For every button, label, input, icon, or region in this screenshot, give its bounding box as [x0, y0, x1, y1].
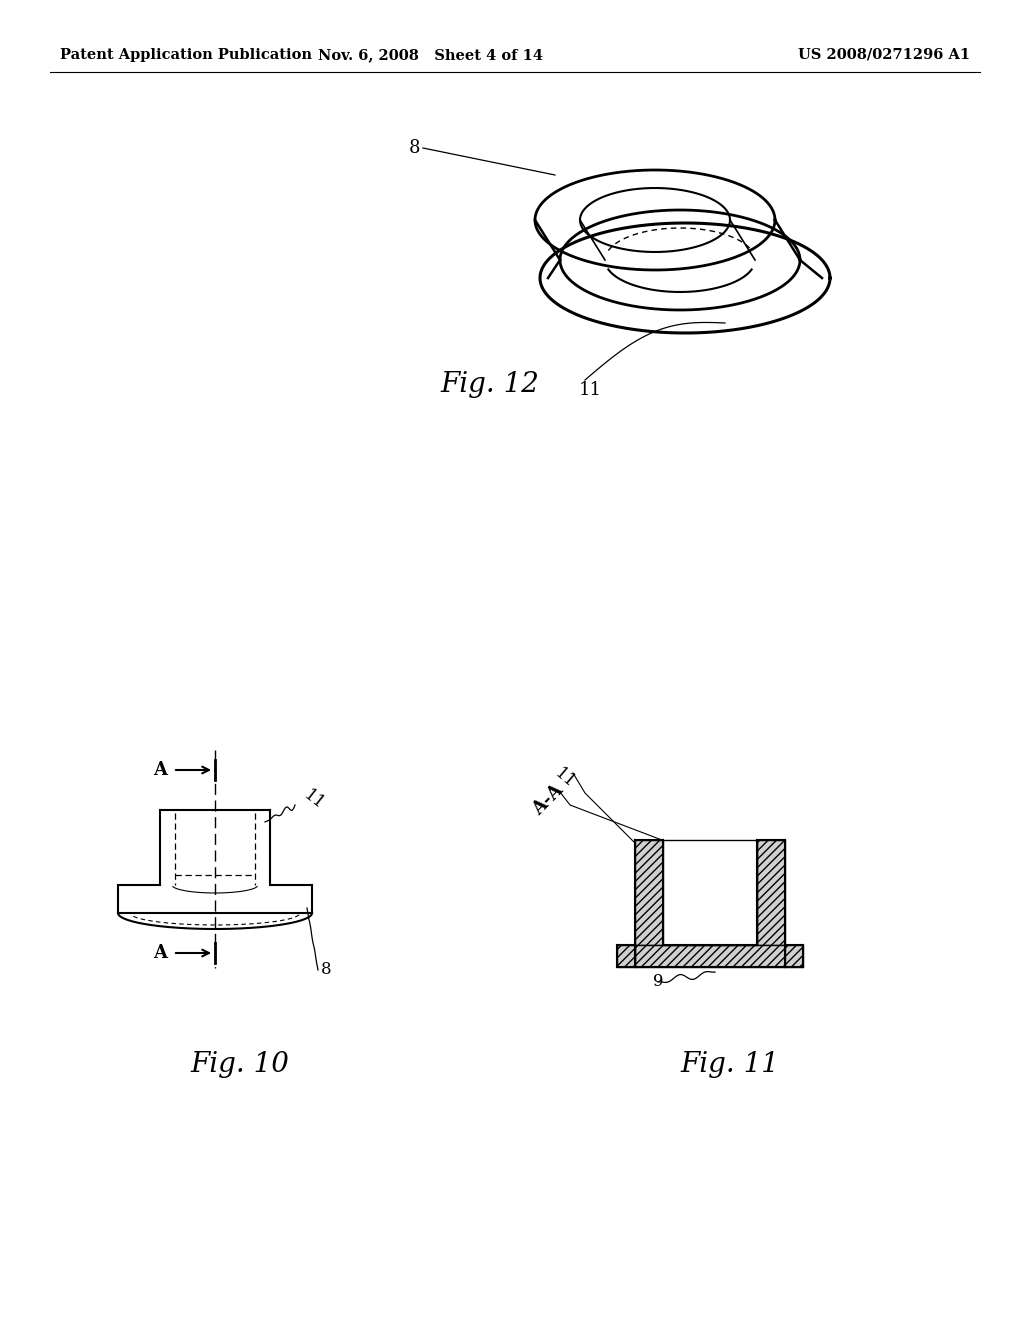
Text: Fig. 11: Fig. 11 [681, 1052, 779, 1078]
Polygon shape [635, 945, 785, 968]
Text: Fig. 10: Fig. 10 [190, 1052, 290, 1078]
Text: 8: 8 [410, 139, 421, 157]
Text: A: A [153, 762, 167, 779]
Polygon shape [617, 945, 635, 968]
Text: US 2008/0271296 A1: US 2008/0271296 A1 [798, 48, 970, 62]
Text: A: A [153, 944, 167, 962]
Text: A-A: A-A [529, 781, 567, 818]
Text: 8: 8 [321, 961, 332, 978]
Text: Fig. 12: Fig. 12 [440, 371, 540, 399]
Text: Nov. 6, 2008   Sheet 4 of 14: Nov. 6, 2008 Sheet 4 of 14 [317, 48, 543, 62]
Text: 11: 11 [300, 787, 328, 813]
Text: 9: 9 [652, 974, 664, 990]
Polygon shape [663, 840, 757, 945]
Text: 11: 11 [551, 764, 579, 792]
Polygon shape [785, 945, 803, 968]
Text: 11: 11 [579, 381, 601, 399]
Text: Patent Application Publication: Patent Application Publication [60, 48, 312, 62]
Polygon shape [635, 840, 663, 945]
Polygon shape [757, 840, 785, 945]
